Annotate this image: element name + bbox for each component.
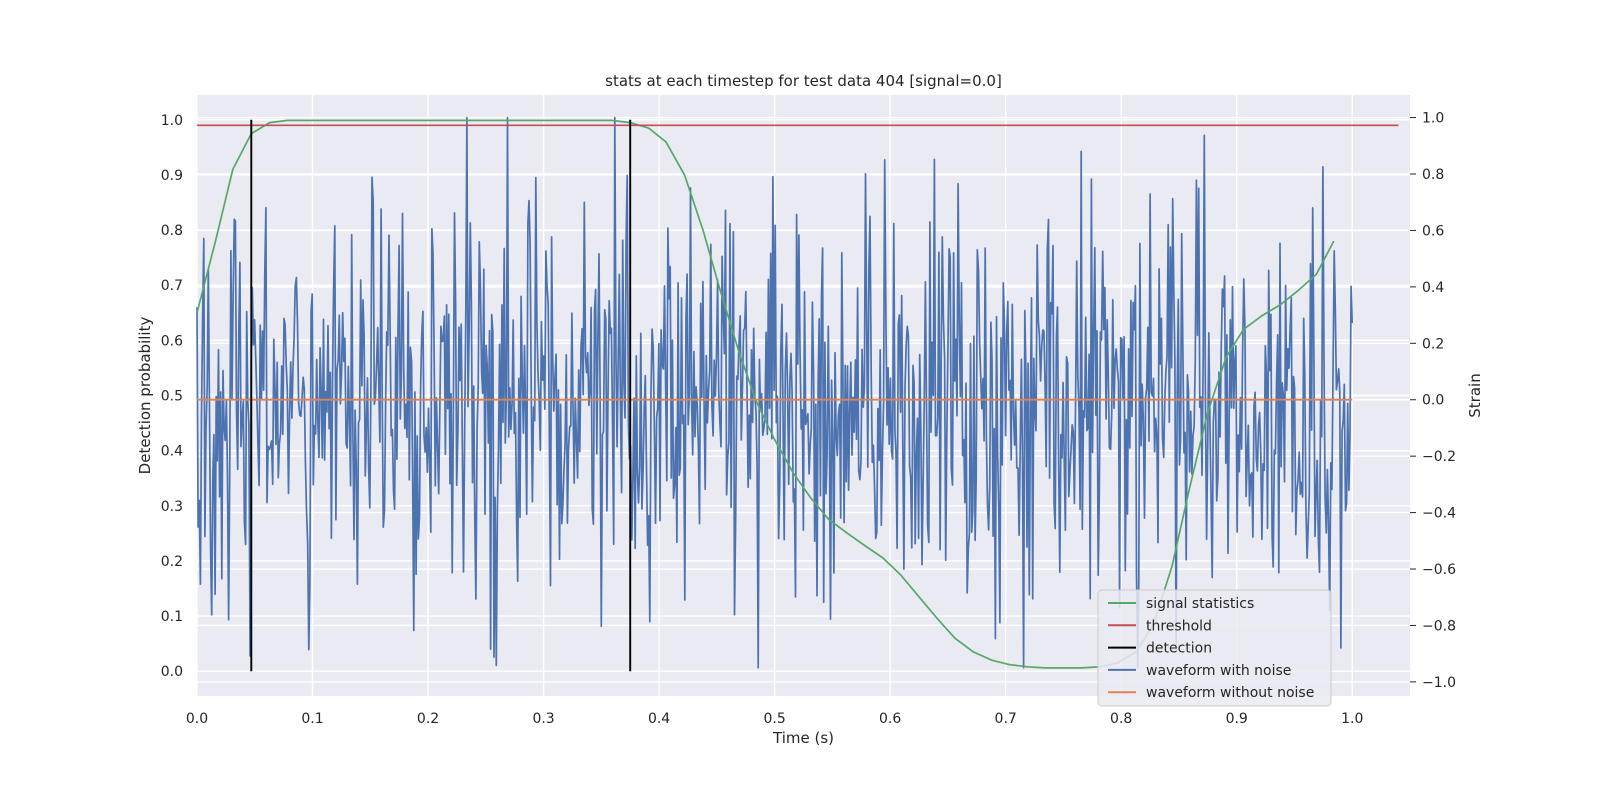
y2-tick-label: −0.6 <box>1422 562 1456 578</box>
y2-tick-label: 0.4 <box>1422 280 1444 296</box>
y-tick-label: 0.1 <box>161 609 183 625</box>
y2-tick-label: −0.2 <box>1422 449 1456 465</box>
x-tick-label: 0.1 <box>301 711 323 727</box>
x-tick-label: 0.0 <box>186 711 208 727</box>
y-tick-label: 0.7 <box>161 278 183 294</box>
y-tick-label: 0.8 <box>161 223 183 239</box>
x-axis-label: Time (s) <box>772 729 834 747</box>
x-axis-ticks: 0.0 0.1 0.2 0.3 0.4 0.5 0.6 0.7 0.8 0.9 1.0 <box>186 711 1364 727</box>
y-tick-label: 0.0 <box>161 664 183 680</box>
legend-label: detection <box>1146 641 1212 657</box>
y-tick-label: 0.3 <box>161 499 183 515</box>
y-tick-label: 0.5 <box>161 389 183 405</box>
legend-label: threshold <box>1146 618 1212 634</box>
y-axis-ticks: 0.0 0.1 0.2 0.3 0.4 0.5 0.6 0.7 0.8 0.9 1.0 <box>161 113 183 680</box>
legend-box <box>1097 589 1332 707</box>
y2-tick-label: −0.8 <box>1422 618 1456 634</box>
y2-axis-ticks: −1.0 −0.8 −0.6 −0.4 −0.2 0.0 0.2 0.4 0.6 0.8 1.0 <box>1410 111 1456 691</box>
legend-label: waveform without noise <box>1146 685 1314 701</box>
x-tick-label: 0.5 <box>763 711 785 727</box>
x-tick-label: 0.6 <box>879 711 901 727</box>
y2-tick-label: −1.0 <box>1422 675 1456 691</box>
x-tick-label: 1.0 <box>1341 711 1363 727</box>
series-waveform-with-noise <box>196 116 1354 669</box>
y-axis-label: Detection probability <box>136 317 154 475</box>
y-tick-label: 0.6 <box>161 333 183 349</box>
y-tick-label: 0.9 <box>161 168 183 184</box>
y-tick-label: 1.0 <box>161 113 183 129</box>
y2-tick-label: 1.0 <box>1422 111 1444 127</box>
x-tick-label: 0.8 <box>1110 711 1132 727</box>
y2-tick-label: 0.2 <box>1422 336 1444 352</box>
y-tick-label: 0.2 <box>161 554 183 570</box>
y2-tick-label: 0.0 <box>1422 393 1444 409</box>
x-tick-label: 0.9 <box>1226 711 1248 727</box>
y-tick-label: 0.4 <box>161 444 183 460</box>
x-tick-label: 0.4 <box>648 711 670 727</box>
legend: signal statistics threshold detection wavef… <box>1097 589 1332 707</box>
x-tick-label: 0.7 <box>995 711 1017 727</box>
y2-axis-label: Strain <box>1466 373 1484 417</box>
legend-label: waveform with noise <box>1146 663 1291 679</box>
x-tick-label: 0.3 <box>532 711 554 727</box>
y2-tick-label: 0.6 <box>1422 223 1444 239</box>
legend-label: signal statistics <box>1146 596 1254 612</box>
chart-title: stats at each timestep for test data 404… <box>605 72 1002 90</box>
y2-tick-label: 0.8 <box>1422 167 1444 183</box>
y2-tick-label: −0.4 <box>1422 506 1456 522</box>
x-tick-label: 0.2 <box>417 711 439 727</box>
